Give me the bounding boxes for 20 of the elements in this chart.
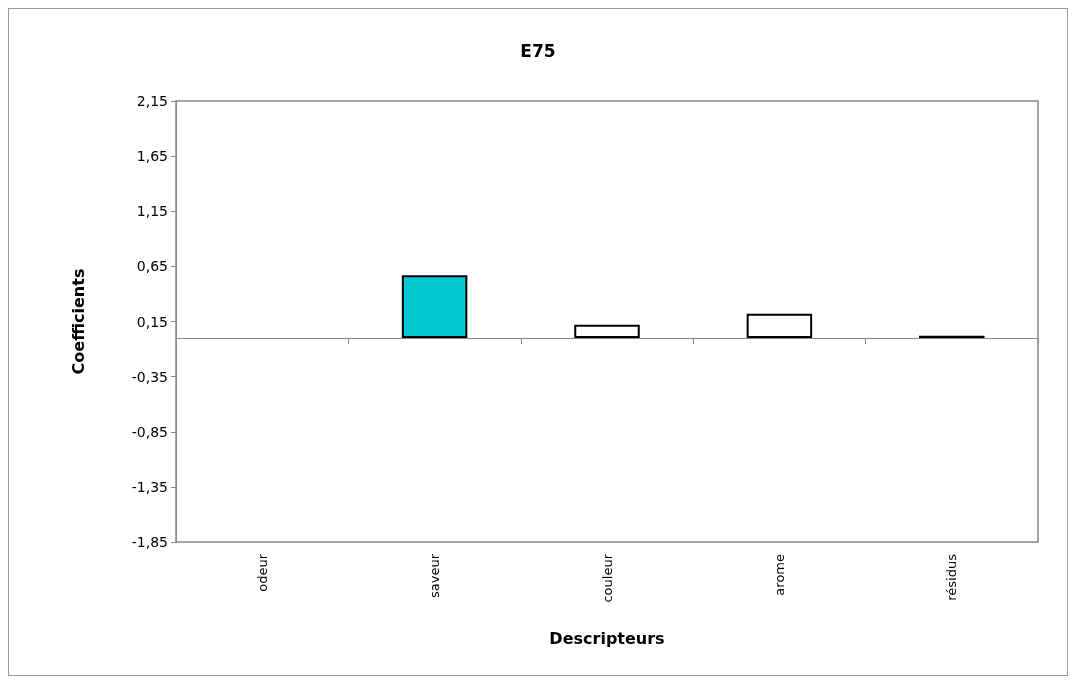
x-tick-label: saveur xyxy=(427,553,443,599)
y-tick-label: -1,85 xyxy=(131,534,168,550)
y-tick-label: -0,35 xyxy=(131,368,168,385)
bar xyxy=(746,313,813,339)
x-tick-label: couleur xyxy=(599,553,615,603)
y-tick-label: -1,35 xyxy=(131,478,168,495)
x-axis-title: Descripteurs xyxy=(549,628,665,648)
y-axis-title: Coefficients xyxy=(68,268,88,375)
y-tick-label: 1,65 xyxy=(136,148,168,165)
bar xyxy=(574,324,640,339)
x-tick-label: résidus xyxy=(944,553,960,601)
y-tick-label: 0,65 xyxy=(136,258,168,275)
bar xyxy=(401,275,468,339)
x-tick-label: odeur xyxy=(254,553,270,592)
y-tick-label: 1,15 xyxy=(136,203,168,220)
y-tick-label: -0,85 xyxy=(131,423,168,440)
x-tick-label: arome xyxy=(771,554,787,596)
y-tick-label: 0,15 xyxy=(136,313,168,330)
chart-title: E75 xyxy=(520,40,556,61)
y-tick-label: 2,15 xyxy=(136,93,168,109)
